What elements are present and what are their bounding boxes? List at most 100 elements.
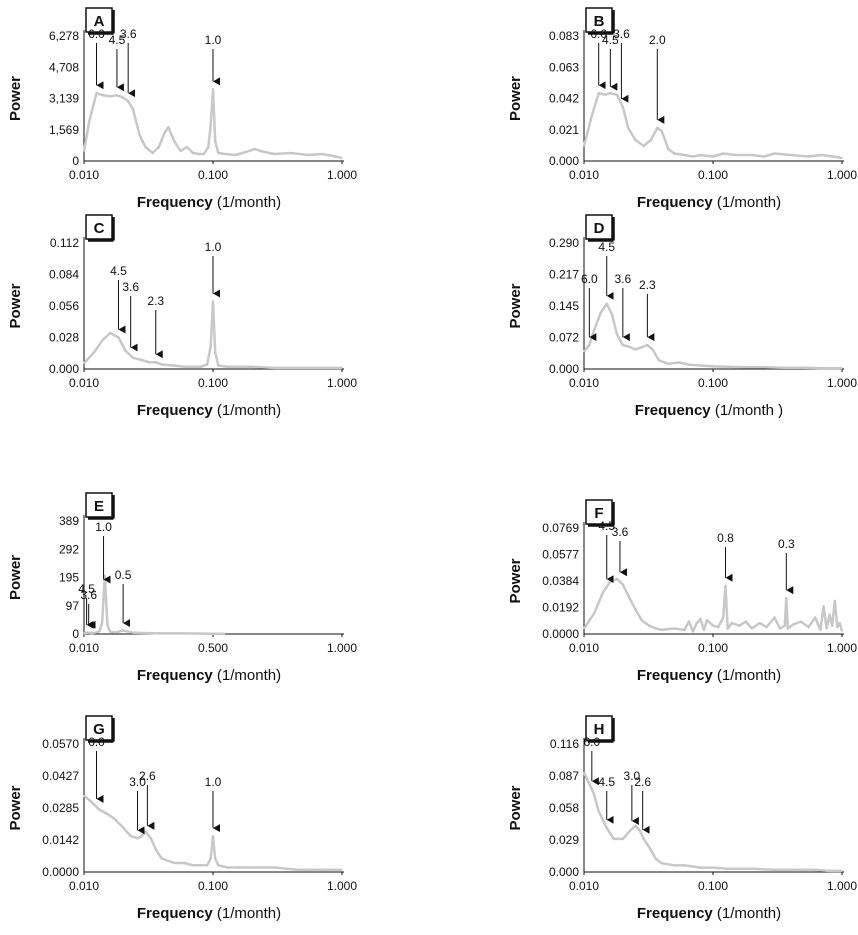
y-tick-label: 0.0570 xyxy=(42,737,79,751)
spectrum-point xyxy=(656,127,658,129)
spectrum-point xyxy=(699,364,702,367)
x-axis-label: Frequency (1/month) xyxy=(137,905,281,922)
period-annotation-label: 6.0 xyxy=(583,735,600,749)
spectrum-point xyxy=(224,633,226,635)
spectrum-point xyxy=(790,154,792,156)
spectrum-point xyxy=(158,146,160,148)
spectrum-point xyxy=(254,148,256,150)
x-tick-label: 0.010 xyxy=(69,641,99,655)
spectrum-point xyxy=(251,366,253,368)
period-annotation-label: 4.5 xyxy=(78,582,95,596)
panel-label: D xyxy=(594,220,605,237)
spectrum-point xyxy=(688,621,690,623)
x-tick-label: 1.000 xyxy=(327,641,357,655)
spectrum-point xyxy=(86,632,88,634)
spectrum-line xyxy=(582,91,843,160)
panel-a: A 0 1,569 3,139 4,708 6,278 0.010 0.100 1.000 Pow… xyxy=(7,7,357,211)
spectrum-point xyxy=(745,366,747,368)
spectrum-point xyxy=(235,154,237,156)
panel-label-box xyxy=(85,7,113,33)
spectrum-point xyxy=(712,365,714,367)
spectrum-point xyxy=(217,864,219,866)
spectrum-point xyxy=(807,626,810,628)
y-tick-label: 0.0000 xyxy=(42,865,79,879)
spectrum-point xyxy=(678,361,681,364)
spectrum-point xyxy=(673,627,675,630)
spectrum-point xyxy=(598,810,600,812)
spectrum-point xyxy=(622,106,624,108)
spectrum-point xyxy=(102,598,105,600)
spectrum-point xyxy=(652,348,654,350)
x-tick-label: 1.000 xyxy=(827,641,857,655)
spectrum-point xyxy=(167,126,169,128)
spectrum-point xyxy=(273,866,276,869)
x-axis-label-bold: Frequency xyxy=(637,905,714,922)
spectrum-point xyxy=(650,849,652,851)
spectrum-point xyxy=(655,858,657,860)
period-annotation-label: 1.0 xyxy=(205,240,222,254)
spectrum-point xyxy=(185,632,187,635)
spectrum-point xyxy=(163,132,165,134)
spectrum-point xyxy=(712,155,714,158)
spectrum-point xyxy=(763,366,765,368)
x-axis-label-units: (1/month) xyxy=(713,905,781,922)
spectrum-point xyxy=(152,152,154,154)
spectrum-point xyxy=(821,154,823,156)
spectrum-point xyxy=(643,145,645,147)
spectrum-point xyxy=(606,827,608,829)
spectrum-point xyxy=(263,151,265,153)
spectrum-point xyxy=(792,623,795,626)
spectrum-point xyxy=(627,127,629,129)
x-axis-label-units: (1/month) xyxy=(213,667,281,684)
spectrum-point xyxy=(217,152,219,154)
spectrum-point xyxy=(727,627,729,630)
x-axis-label: Frequency (1/month ) xyxy=(635,402,783,419)
spectrum-point xyxy=(116,94,118,96)
spectrum-point xyxy=(611,314,613,316)
x-axis-label-units: (1/month) xyxy=(713,667,781,684)
spectrum-point xyxy=(604,94,606,96)
spectrum-point xyxy=(173,365,175,367)
spectrum-point xyxy=(104,575,106,577)
y-tick-label: 389 xyxy=(59,514,79,528)
spectrum-point xyxy=(109,631,111,633)
spectrum-point xyxy=(341,367,343,369)
panel-label: G xyxy=(93,721,105,738)
spectrum-point xyxy=(96,631,98,633)
y-tick-label: 0.042 xyxy=(549,92,579,106)
period-annotation-label: 1.0 xyxy=(205,33,222,47)
x-axis-label-bold: Frequency xyxy=(637,194,714,211)
x-tick-label: 1.000 xyxy=(327,376,357,390)
spectrum-point xyxy=(593,794,595,796)
spectrum-point xyxy=(738,625,740,627)
spectrum-point xyxy=(290,152,292,154)
y-axis-label: Power xyxy=(507,558,524,603)
x-axis-label-bold: Frequency xyxy=(635,402,712,419)
spectrum-point xyxy=(199,864,202,866)
spectrum-line xyxy=(582,577,844,633)
y-tick-label: 0.000 xyxy=(549,865,579,879)
spectrum-point xyxy=(667,148,669,150)
spectrum-point xyxy=(341,157,343,159)
spectrum-point xyxy=(727,366,729,368)
spectrum-point xyxy=(296,869,298,871)
spectrum-point xyxy=(238,866,240,869)
spectrum-point xyxy=(712,867,714,869)
y-axis-label: Power xyxy=(507,283,524,328)
spectrum-point xyxy=(210,857,212,860)
panel-label-box xyxy=(585,715,613,741)
spectrum-point xyxy=(613,838,615,840)
panel-d: D 0.000 0.072 0.145 0.217 0.290 0.010 0.100 1.00… xyxy=(507,214,857,419)
period-annotation-label: 2.6 xyxy=(634,775,651,789)
x-axis-label: Frequency (1/month) xyxy=(137,402,281,419)
spectrum-point xyxy=(841,157,843,159)
spectrum-line xyxy=(83,574,225,635)
y-tick-label: 0.116 xyxy=(550,737,579,751)
spectrum-point xyxy=(141,359,143,361)
spectrum-point xyxy=(735,154,737,156)
spectrum-point xyxy=(203,153,205,155)
spectrum-point xyxy=(127,100,129,102)
spectrum-point xyxy=(717,626,719,628)
spectrum-point xyxy=(724,585,727,587)
spectrum-point xyxy=(784,625,786,627)
